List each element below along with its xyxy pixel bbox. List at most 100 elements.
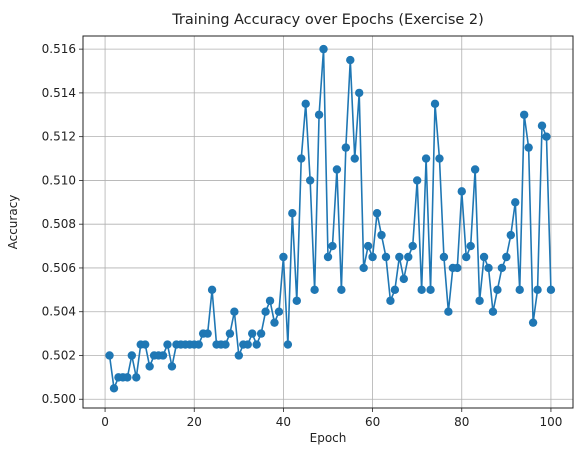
- data-point: [301, 99, 310, 109]
- axes-frame: [82, 35, 574, 409]
- data-point: [350, 154, 359, 163]
- data-point: [314, 110, 324, 119]
- data-point: [140, 340, 150, 349]
- data-point: [515, 285, 524, 295]
- data-point: [310, 285, 319, 295]
- y-tick-label: 0.500: [42, 392, 76, 406]
- data-point: [493, 285, 502, 295]
- data-point: [404, 252, 413, 262]
- data-point: [319, 44, 328, 54]
- data-point: [439, 252, 449, 262]
- data-point: [546, 285, 556, 295]
- data-point: [524, 143, 533, 152]
- data-point: [163, 340, 172, 349]
- data-point: [297, 154, 306, 163]
- data-point: [528, 318, 538, 327]
- data-point: [283, 340, 293, 349]
- data-point: [502, 252, 511, 262]
- data-point: [167, 362, 177, 371]
- y-tick-label: 0.504: [42, 305, 76, 319]
- data-point: [145, 362, 154, 371]
- data-point: [453, 263, 462, 273]
- data-point: [105, 351, 114, 360]
- y-tick-label: 0.502: [42, 348, 76, 362]
- data-point: [234, 351, 244, 360]
- data-point: [372, 209, 382, 218]
- data-point: [435, 154, 444, 163]
- data-point: [368, 252, 377, 262]
- x-tick-label: 60: [365, 415, 380, 429]
- data-point: [386, 296, 395, 305]
- data-point: [341, 143, 351, 152]
- data-point: [537, 121, 547, 130]
- y-tick-label: 0.510: [42, 173, 76, 187]
- data-point: [288, 209, 297, 218]
- x-tick-label: 80: [454, 415, 469, 429]
- data-point: [355, 88, 364, 98]
- data-point: [426, 285, 435, 295]
- data-point: [256, 329, 266, 338]
- data-point: [381, 252, 391, 262]
- data-point: [444, 307, 453, 316]
- data-point: [511, 198, 520, 207]
- y-tick-label: 0.516: [42, 42, 76, 56]
- data-point: [127, 351, 137, 360]
- x-axis-label: Epoch: [310, 431, 347, 445]
- data-point: [346, 55, 355, 65]
- data-point: [390, 285, 400, 295]
- y-tick-label: 0.506: [42, 261, 76, 275]
- data-point: [328, 241, 337, 251]
- data-point: [109, 384, 119, 393]
- data-point: [261, 307, 270, 316]
- data-point: [252, 340, 261, 349]
- data-point: [243, 340, 252, 349]
- data-point: [337, 285, 346, 295]
- data-point: [497, 263, 507, 273]
- y-tick-label: 0.514: [42, 86, 76, 100]
- data-point: [248, 329, 257, 338]
- data-point: [265, 296, 275, 305]
- data-point: [207, 285, 217, 295]
- data-point: [421, 154, 431, 163]
- data-point: [132, 373, 141, 382]
- data-point: [203, 329, 212, 338]
- data-point: [359, 263, 368, 273]
- y-axis-label: Accuracy: [6, 195, 20, 250]
- data-point: [274, 307, 284, 316]
- data-point: [292, 296, 301, 305]
- data-point: [519, 110, 529, 119]
- data-point: [457, 187, 466, 196]
- data-point: [470, 165, 480, 174]
- data-point: [323, 252, 333, 262]
- data-point: [484, 263, 493, 273]
- data-point: [305, 176, 315, 185]
- data-point: [479, 252, 489, 262]
- data-point: [279, 252, 288, 262]
- data-point: [506, 230, 516, 240]
- data-point: [363, 241, 373, 251]
- data-point: [158, 351, 168, 360]
- y-tick-label: 0.512: [42, 130, 76, 144]
- data-point: [332, 165, 342, 174]
- data-point: [475, 296, 484, 305]
- x-axis: 0 20 40 60 80 100: [101, 408, 562, 429]
- data-point: [412, 176, 422, 185]
- chart-title: Training Accuracy over Epochs (Exercise …: [171, 12, 484, 28]
- data-point: [377, 230, 386, 240]
- data-point: [123, 373, 132, 382]
- y-tick-label: 0.508: [42, 217, 76, 231]
- x-tick-label: 0: [101, 415, 109, 429]
- data-point: [466, 241, 475, 251]
- data-point: [408, 241, 417, 251]
- data-point: [270, 318, 279, 327]
- data-point: [399, 274, 408, 284]
- data-point: [395, 252, 404, 262]
- data-point: [462, 252, 471, 262]
- data-point: [194, 340, 203, 349]
- data-point: [488, 307, 498, 316]
- data-point: [230, 307, 239, 316]
- data-point: [417, 285, 426, 295]
- plot-area: [105, 44, 556, 393]
- data-point: [430, 99, 440, 109]
